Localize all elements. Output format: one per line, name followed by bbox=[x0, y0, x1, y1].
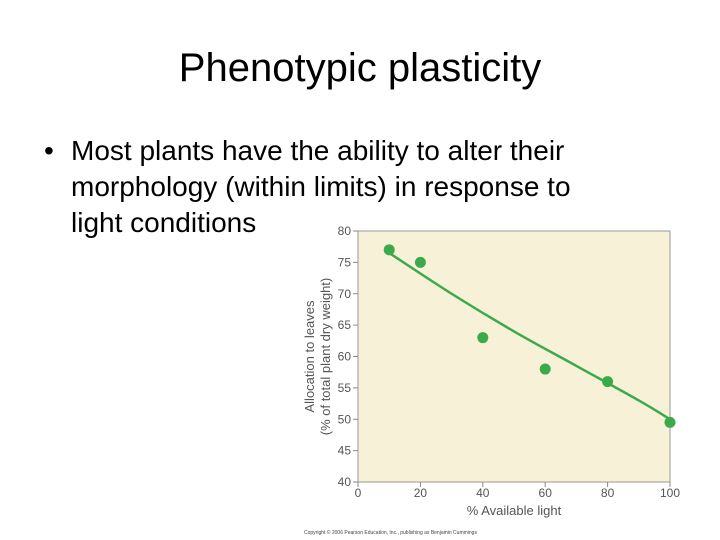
data-point bbox=[539, 363, 551, 375]
data-points bbox=[383, 244, 676, 428]
y-tick-label: 80 bbox=[338, 224, 352, 238]
data-point bbox=[477, 332, 489, 344]
bullet-line-2: morphology (within limits) in response t… bbox=[71, 171, 571, 202]
data-point bbox=[383, 244, 395, 256]
x-tick-label: 20 bbox=[414, 486, 428, 500]
trend-line bbox=[388, 251, 671, 421]
bullet-marker: • bbox=[44, 135, 54, 166]
y-tick-label: 75 bbox=[338, 255, 352, 269]
bullet-point: • Most plants have the ability to alter … bbox=[44, 133, 684, 241]
y-tick-label: 50 bbox=[338, 412, 352, 426]
data-point bbox=[664, 416, 676, 428]
x-tick-label: 40 bbox=[476, 486, 490, 500]
x-tick-label: 0 bbox=[355, 486, 362, 500]
x-tick-label: 100 bbox=[660, 486, 680, 500]
bullet-line-3: light conditions bbox=[71, 207, 257, 238]
data-point bbox=[414, 256, 426, 268]
y-tick-label: 55 bbox=[338, 381, 352, 395]
y-axis: 40 45 50 55 60 65 70 75 80 bbox=[338, 224, 358, 489]
allocation-scatter-chart: 40 45 50 55 60 65 70 75 80 0 20 40 60 80 100 % Availa… bbox=[302, 224, 680, 518]
y-axis-label-line2: (% of total plant dry weight) bbox=[318, 278, 333, 436]
y-axis-label-line1: Allocation to leaves bbox=[302, 300, 317, 413]
slide-title: Phenotypic plasticity bbox=[178, 46, 542, 90]
x-tick-label: 60 bbox=[539, 486, 553, 500]
y-tick-label: 65 bbox=[338, 318, 352, 332]
data-point bbox=[602, 376, 614, 388]
plot-area bbox=[357, 230, 671, 483]
x-axis-label: % Available light bbox=[467, 503, 562, 518]
x-axis: 0 20 40 60 80 100 bbox=[355, 482, 680, 500]
bullet-text: Most plants have the ability to alter th… bbox=[71, 133, 571, 241]
x-tick-label: 80 bbox=[601, 486, 615, 500]
y-tick-label: 70 bbox=[338, 287, 352, 301]
copyright-notice: Copyright © 2006 Pearson Education, Inc.… bbox=[304, 530, 477, 536]
y-tick-label: 45 bbox=[338, 444, 352, 458]
y-tick-label: 40 bbox=[338, 475, 352, 489]
bullet-line-1: Most plants have the ability to alter th… bbox=[71, 135, 565, 166]
y-tick-label: 60 bbox=[338, 350, 352, 364]
